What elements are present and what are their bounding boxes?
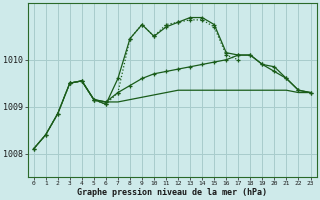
X-axis label: Graphe pression niveau de la mer (hPa): Graphe pression niveau de la mer (hPa) bbox=[77, 188, 267, 197]
